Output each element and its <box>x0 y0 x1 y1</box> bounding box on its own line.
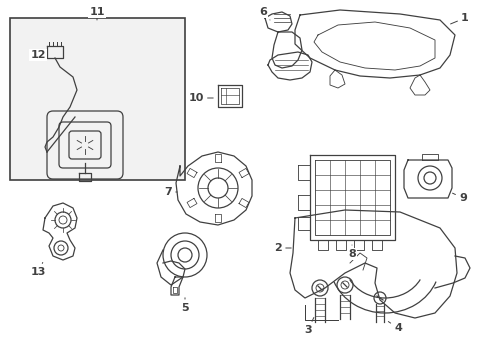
Text: 4: 4 <box>387 321 401 333</box>
Text: 2: 2 <box>274 243 291 253</box>
Text: 9: 9 <box>451 193 466 203</box>
Bar <box>10 18 184 180</box>
Text: 5: 5 <box>181 298 188 313</box>
Text: 13: 13 <box>30 262 45 277</box>
Text: 8: 8 <box>347 245 355 259</box>
Text: 10: 10 <box>188 93 213 103</box>
Text: 12: 12 <box>30 50 47 60</box>
Text: 3: 3 <box>304 318 313 335</box>
Text: 6: 6 <box>259 7 269 20</box>
Text: 1: 1 <box>449 13 468 24</box>
Text: 7: 7 <box>164 187 177 197</box>
Text: 11: 11 <box>89 7 104 20</box>
